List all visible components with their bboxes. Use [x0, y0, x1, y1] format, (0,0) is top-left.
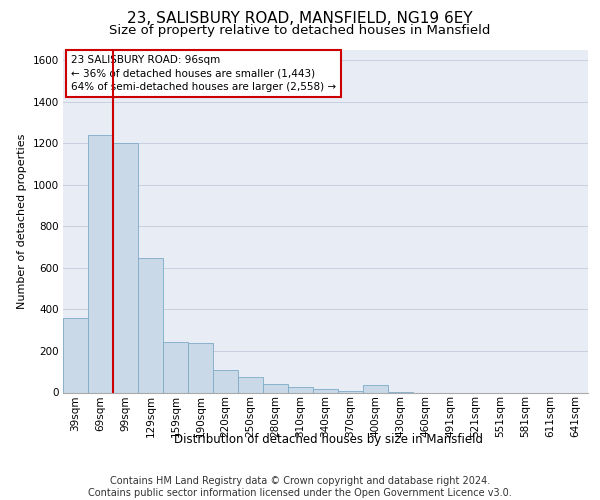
Bar	[113, 144, 138, 392]
Bar	[63, 318, 88, 392]
Bar	[263, 384, 288, 392]
Text: 23, SALISBURY ROAD, MANSFIELD, NG19 6EY: 23, SALISBURY ROAD, MANSFIELD, NG19 6EY	[127, 11, 473, 26]
Text: Size of property relative to detached houses in Mansfield: Size of property relative to detached ho…	[109, 24, 491, 37]
Y-axis label: Number of detached properties: Number of detached properties	[17, 134, 27, 309]
Bar	[363, 385, 388, 392]
Bar	[88, 135, 113, 392]
Text: Contains HM Land Registry data © Crown copyright and database right 2024.
Contai: Contains HM Land Registry data © Crown c…	[88, 476, 512, 498]
Bar	[288, 388, 313, 392]
Text: Distribution of detached houses by size in Mansfield: Distribution of detached houses by size …	[174, 432, 483, 446]
Bar	[238, 377, 263, 392]
Text: 23 SALISBURY ROAD: 96sqm
← 36% of detached houses are smaller (1,443)
64% of sem: 23 SALISBURY ROAD: 96sqm ← 36% of detach…	[71, 55, 336, 92]
Bar	[163, 342, 188, 392]
Bar	[188, 342, 213, 392]
Bar	[213, 370, 238, 392]
Bar	[138, 258, 163, 392]
Bar	[338, 391, 363, 392]
Bar	[313, 390, 338, 392]
